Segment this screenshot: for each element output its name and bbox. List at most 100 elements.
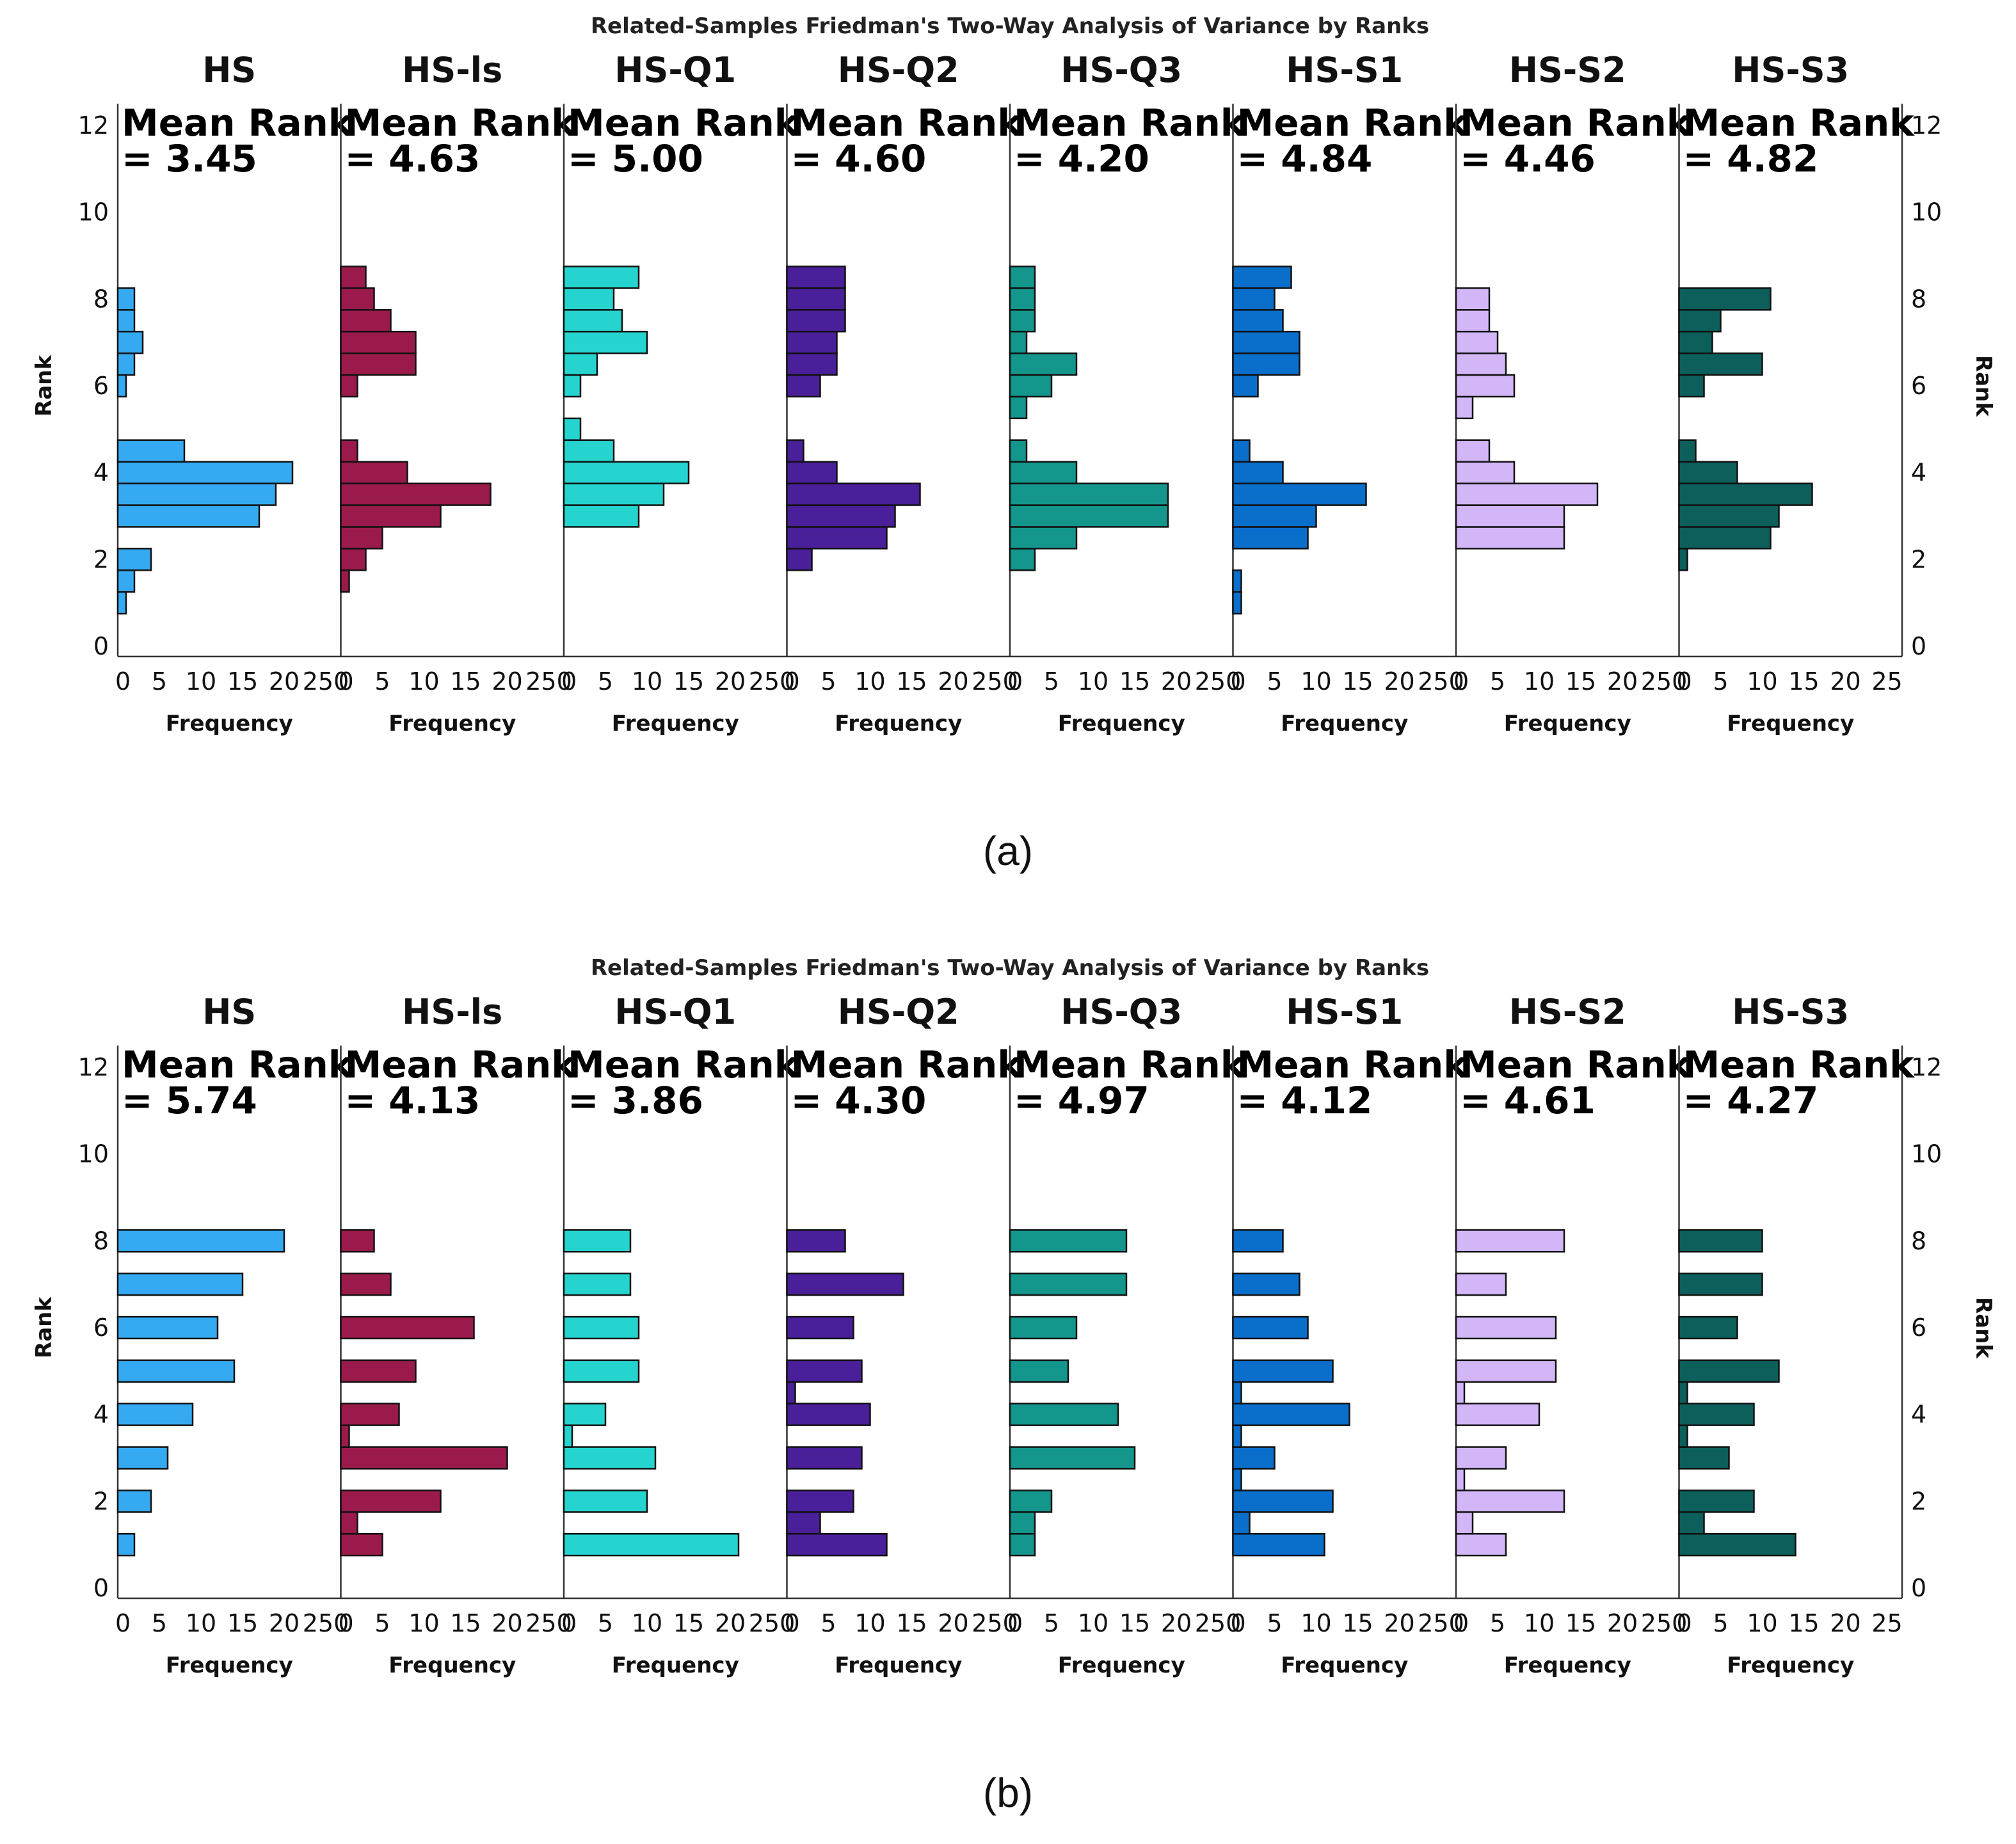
x-tick-label: 10 [1300, 1609, 1331, 1637]
bar-rank-6.5-count-6 [786, 352, 838, 376]
bar-rank-6.5-count-6 [1455, 352, 1507, 376]
x-tick-label: 5 [374, 667, 390, 695]
bar-rank-2-count-8 [786, 1490, 854, 1513]
chart-title: Related-Samples Friedman's Two-Way Analy… [591, 955, 1429, 981]
x-tick-label: 250 [1418, 667, 1464, 695]
figure-caption: (a) [983, 828, 1033, 874]
y-tick-label-right: 2 [1911, 1487, 1926, 1515]
bar-rank-8-count-14 [1009, 1229, 1128, 1253]
bar-rank-1.5-count-2 [1455, 1511, 1474, 1535]
bar-rank-3-count-5 [1232, 1446, 1276, 1470]
y-axis-title-left: Rank [31, 1296, 57, 1358]
bar-rank-4-count-8 [340, 461, 408, 484]
y-tick-label-left: 2 [93, 1487, 109, 1515]
x-tick-label: 20 [715, 1609, 746, 1637]
x-tick-label: 25 [1871, 1609, 1902, 1637]
panel-title: HS-Q3 [1060, 992, 1182, 1032]
x-tick-label: 20 [492, 667, 522, 695]
bar-rank-5-count-12 [1455, 1359, 1557, 1383]
x-tick-label: 5 [1267, 667, 1282, 695]
bar-rank-4-count-14 [1232, 1403, 1350, 1426]
bar-rank-6-count-2 [340, 374, 358, 398]
y-axis-title-right: Rank [1971, 355, 1996, 417]
bar-rank-3-count-15 [1009, 1446, 1136, 1470]
bar-rank-7-count-14 [1009, 1272, 1128, 1296]
y-tick-label-right: 0 [1911, 1574, 1926, 1602]
bar-rank-4-count-15 [563, 461, 690, 484]
bar-rank-8.5-count-7 [1232, 266, 1292, 289]
mean-rank-label: Mean Rank [1683, 1043, 1916, 1086]
y-tick-label-left: 8 [93, 285, 109, 313]
bar-rank-8-count-6 [563, 287, 615, 311]
bar-rank-6.5-count-4 [563, 352, 598, 376]
panel-title: HS-ls [402, 992, 502, 1032]
bar-rank-6-count-4 [786, 374, 821, 398]
panel-title: HS-S1 [1286, 992, 1403, 1032]
bar-rank-8-count-5 [1232, 287, 1276, 311]
bar-rank-2.5-count-11 [1678, 526, 1772, 550]
x-tick-label: 15 [1342, 667, 1373, 695]
bar-rank-4.5-count-1 [1678, 1381, 1688, 1404]
x-tick-label: 250 [749, 1609, 796, 1637]
bar-rank-4-count-9 [1678, 1403, 1755, 1426]
bar-rank-3-count-13 [786, 504, 896, 528]
x-tick-label: 10 [186, 1609, 216, 1637]
bar-rank-3-count-17 [116, 504, 260, 528]
bar-rank-7-count-10 [1678, 1272, 1763, 1296]
y-tick-label-right: 8 [1911, 285, 1926, 313]
y-tick-label-right: 12 [1911, 1053, 1942, 1081]
bar-rank-8-count-4 [340, 1229, 375, 1253]
bar-rank-8.5-count-7 [786, 266, 846, 289]
bar-rank-5-count-9 [786, 1359, 863, 1383]
mean-rank-value: = 4.27 [1683, 1079, 1819, 1122]
x-tick-label: 15 [1565, 1609, 1596, 1637]
x-tick-label: 5 [374, 1609, 390, 1637]
mean-rank-value: = 4.61 [1460, 1079, 1596, 1122]
bar-rank-2-count-5 [1009, 1490, 1053, 1513]
bar-rank-8-count-4 [340, 287, 375, 311]
mean-rank-value: = 3.45 [122, 137, 257, 180]
bar-rank-3-count-6 [116, 1446, 169, 1470]
bar-rank-4-count-21 [116, 461, 294, 484]
x-axis-title: Frequency [612, 1653, 739, 1678]
mean-rank-label: Mean Rank [791, 1043, 1023, 1086]
x-tick-label: 5 [1267, 1609, 1282, 1637]
bar-rank-2.5-count-1 [1232, 1468, 1242, 1491]
figure-a: Related-Samples Friedman's Two-Way Analy… [31, 13, 1996, 874]
bar-rank-6-count-8 [786, 1315, 854, 1340]
bar-rank-3.5-count-12 [563, 482, 665, 506]
bar-rank-8-count-10 [1678, 1229, 1763, 1253]
bar-rank-2-count-12 [340, 1490, 442, 1513]
bar-rank-1-count-14 [1678, 1532, 1796, 1557]
bar-rank-3-count-20 [340, 1446, 508, 1470]
y-tick-label-right: 6 [1911, 372, 1926, 400]
x-tick-label: 20 [938, 667, 968, 695]
x-tick-label: 25 [1871, 667, 1902, 695]
x-tick-label: 5 [1044, 667, 1059, 695]
bar-rank-1.5-count-4 [786, 1511, 821, 1535]
mean-rank-label: Mean Rank [1014, 101, 1246, 145]
x-axis-title: Frequency [1281, 711, 1408, 736]
x-tick-label: 250 [1195, 667, 1242, 695]
panel-title: HS-S1 [1286, 50, 1403, 90]
bar-rank-4-count-7 [1455, 461, 1516, 484]
bar-rank-6-count-9 [1232, 1315, 1309, 1340]
x-tick-label: 0 [1231, 667, 1246, 695]
bar-rank-7-count-8 [563, 1272, 632, 1296]
x-tick-label: 15 [1119, 1609, 1150, 1637]
bar-rank-2.5-count-1 [1455, 1468, 1466, 1491]
x-tick-label: 5 [820, 667, 836, 695]
bar-rank-2-count-3 [1009, 548, 1036, 571]
bar-rank-4-count-6 [786, 461, 838, 484]
bar-rank-7-count-2 [1009, 330, 1028, 354]
panel-hs-s3: HS-S3 Mean Rank= 4.27 0 5 10 15 20 25 Frequency [1677, 992, 1916, 1678]
bar-rank-6-count-9 [563, 1315, 640, 1340]
bar-rank-5-count-9 [563, 1359, 640, 1383]
y-tick-label-right: 4 [1911, 459, 1926, 487]
x-tick-label: 0 [115, 1609, 131, 1637]
bar-rank-3.5-count-16 [1678, 482, 1813, 506]
bar-rank-4-count-9 [116, 1403, 194, 1426]
y-tick-label-right: 10 [1911, 1140, 1942, 1168]
